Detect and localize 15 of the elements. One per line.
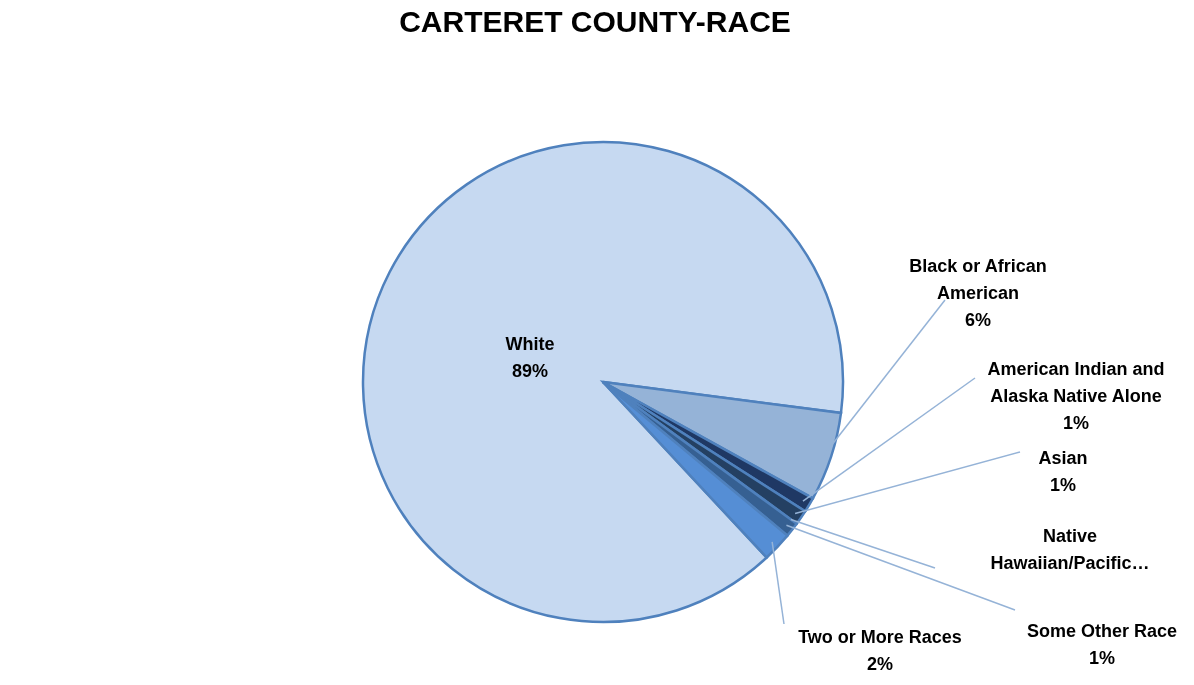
pie-slice (361, 141, 845, 624)
data-label: 1% (1062, 413, 1090, 433)
slice-label: White (505, 334, 555, 354)
data-label: 89% (511, 361, 549, 381)
slice-label: Black or African American (909, 256, 1047, 303)
data-label: 6% (964, 310, 992, 330)
chart-title: CARTERET COUNTY-RACE (399, 5, 791, 38)
slice-label: Some Other Race (1026, 621, 1178, 641)
data-label: 1% (1088, 648, 1116, 668)
slice-label: American Indian and Alaska Native Alone (987, 359, 1165, 406)
data-label: 1% (1049, 475, 1077, 495)
category-label: Native Hawaiian/Pacific… (990, 526, 1150, 573)
data-label: 2% (866, 654, 894, 674)
slice-label: Asian (1038, 448, 1088, 468)
slice-label: Two or More Races (798, 627, 962, 647)
